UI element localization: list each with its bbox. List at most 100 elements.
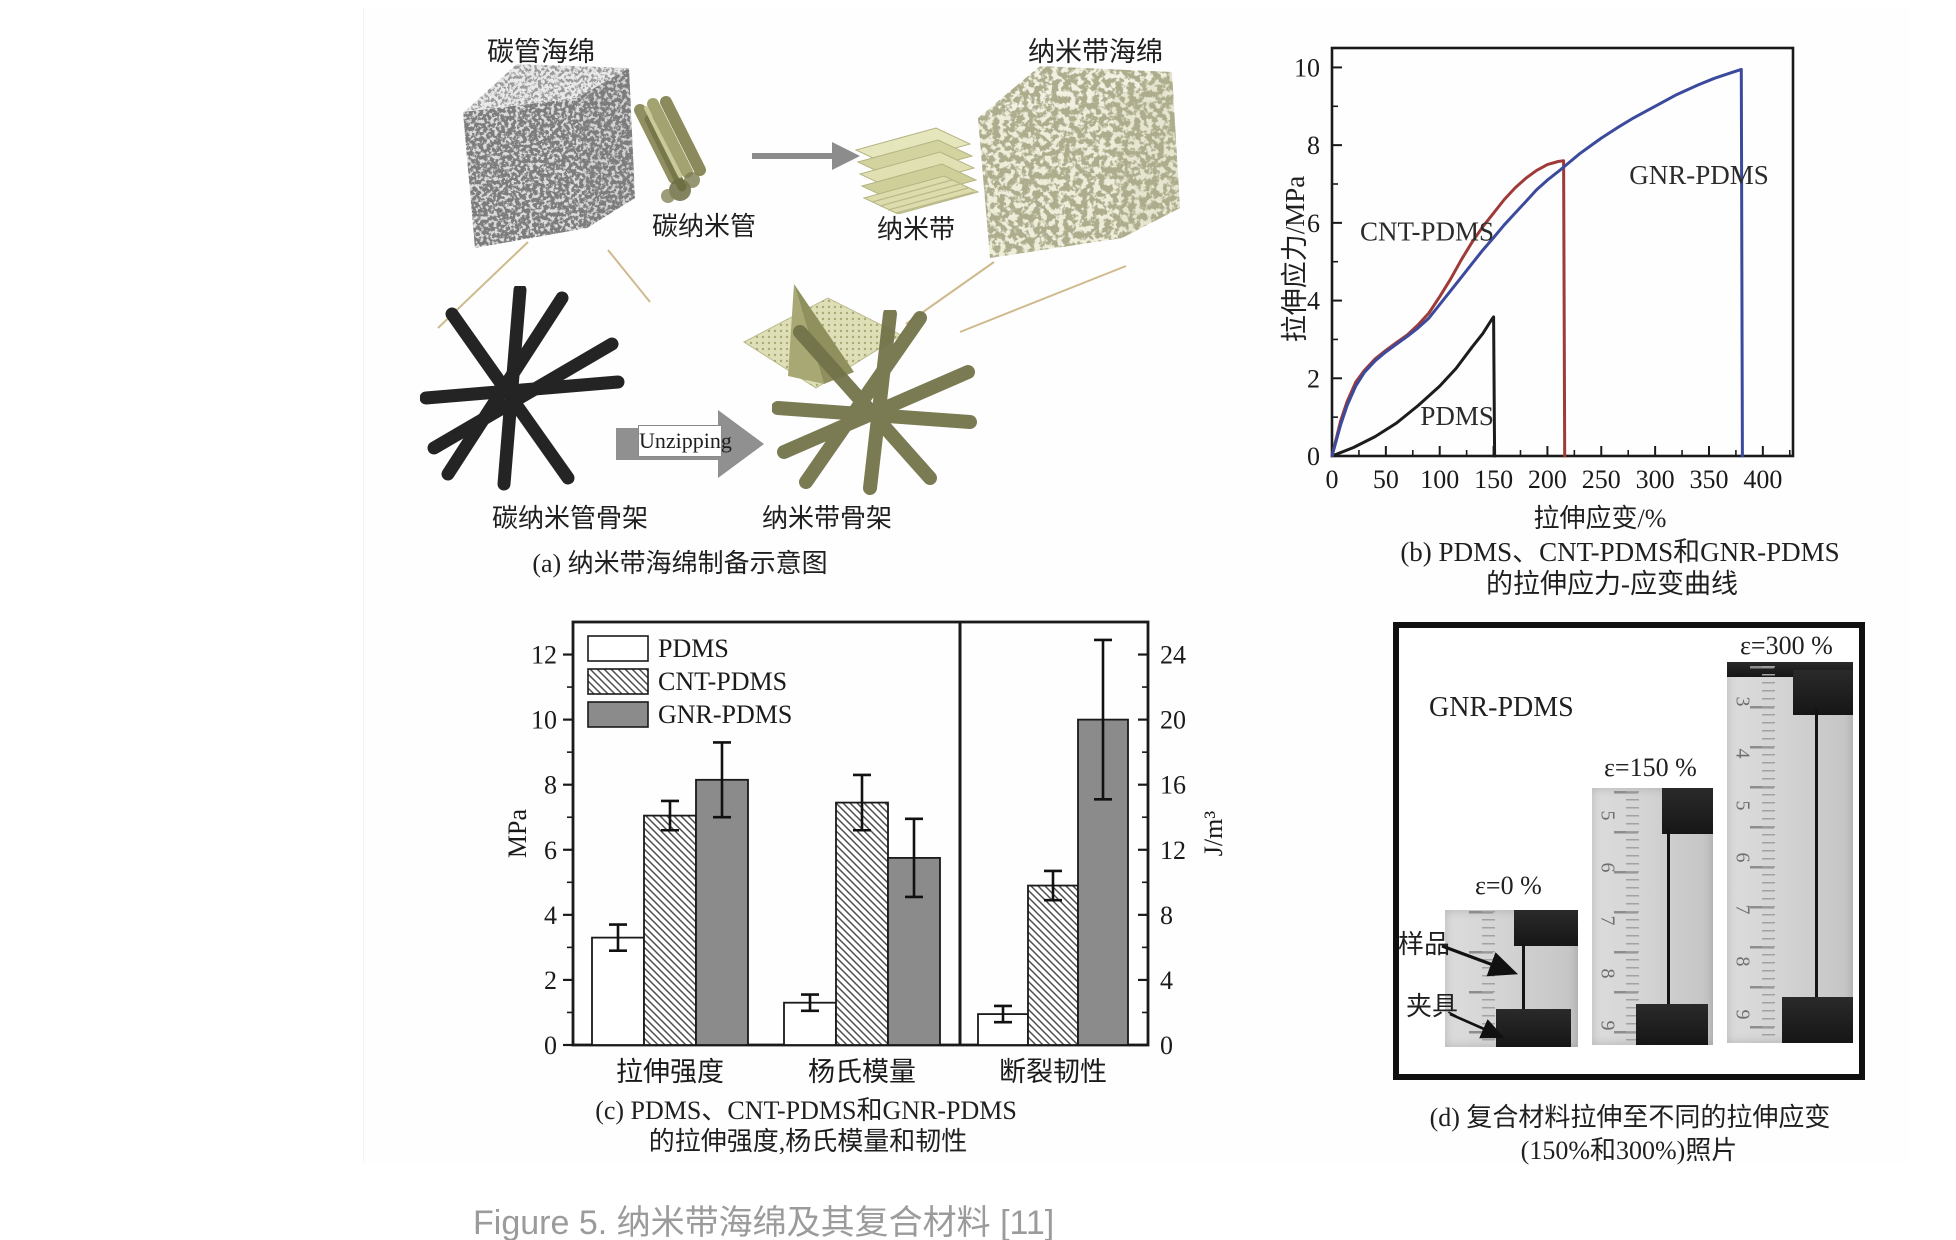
svg-text:GNR-PDMS: GNR-PDMS [1629,160,1769,190]
gnr-sponge-cube-illustration [978,66,1180,258]
ruler-number: 7 [1596,915,1619,926]
svg-text:8: 8 [1160,901,1173,930]
top-clamp [1514,910,1578,946]
svg-text:100: 100 [1420,465,1459,494]
svg-text:300: 300 [1636,465,1675,494]
ruler-minor-ticks [1762,665,1776,1040]
svg-text:150: 150 [1474,465,1513,494]
svg-text:2: 2 [544,966,557,995]
bottom-clamp [1495,1008,1572,1047]
carbon-nanotube-icon [634,96,706,203]
svg-text:6: 6 [544,836,557,865]
label-cnt-sponge: 碳管海绵 [487,37,595,67]
bottom-clamp [1782,997,1853,1043]
panel-a-caption: (a) 纳米带海绵制备示意图 [532,549,828,578]
svg-text:350: 350 [1689,465,1728,494]
ruler-minor-ticks [1625,790,1639,1043]
ruler-number: 8 [1731,956,1754,967]
svg-text:250: 250 [1582,465,1621,494]
svg-text:MPa: MPa [503,808,532,858]
strain-label-300: ε=300 % [1740,631,1833,660]
nanoribbon-stack-icon [854,127,980,214]
stress-strain-plot: 0 50 100 150 200 250 300 350 400 0 2 4 6 8 10 CNT-PDMS G… [1294,46,1795,494]
gnr-skeleton-illustration [772,310,977,495]
ruler-number: 9 [1731,1009,1754,1020]
mechanical-properties-bar-chart: 0 2 4 6 8 10 12 0 4 8 12 16 20 24 MPa J/m³ 拉伸强度 杨氏模量 断裂韧性 P… [500,600,1260,1100]
ruler-number: 7 [1731,904,1754,915]
svg-text:断裂韧性: 断裂韧性 [999,1057,1107,1087]
svg-text:0: 0 [1160,1031,1173,1060]
svg-text:16: 16 [1160,771,1186,800]
svg-text:0: 0 [1307,442,1320,471]
panel-d-material-label: GNR-PDMS [1429,692,1574,723]
svg-text:2: 2 [1307,364,1320,393]
svg-text:10: 10 [531,706,557,735]
unzipping-label: Unzipping [638,425,732,457]
sample-strip [1815,707,1819,1005]
svg-text:10: 10 [1294,53,1320,82]
label-cnt: 碳纳米管 [652,212,757,241]
svg-text:0: 0 [1326,465,1339,494]
ruler-minor-ticks [1482,911,1496,1046]
svg-text:12: 12 [531,641,557,670]
label-cnt-skeleton: 碳纳米管骨架 [492,504,649,533]
panel-c-caption-line1: (c) PDMS、CNT-PDMS和GNR-PDMS [595,1096,1017,1125]
photo-strain-300: 3 4 5 6 7 8 9 [1727,662,1853,1043]
svg-text:0: 0 [544,1031,557,1060]
x-axis-label-strain: 拉伸应变/% [1533,504,1667,533]
ruler-number: 5 [1731,800,1754,811]
annotation-arrows [1441,944,1518,1039]
svg-text:杨氏模量: 杨氏模量 [808,1057,916,1087]
svg-text:PDMS: PDMS [658,634,729,663]
panel-b-caption-line1: (b) PDMS、CNT-PDMS和GNR-PDMS [1400,537,1840,567]
svg-text:J/m³: J/m³ [1199,811,1228,857]
strain-label-150: ε=150 % [1604,753,1697,782]
ruler-number: 4 [1731,748,1754,759]
arrow-right-icon [752,142,860,170]
svg-text:400: 400 [1743,465,1782,494]
y-axis-label-stress: 拉伸应力/MPa [1280,175,1310,343]
sample-annotation-label: 样品 [1398,930,1451,959]
ruler-number: 6 [1596,862,1619,873]
ruler-number: 5 [1596,810,1619,821]
figure-caption: Figure 5. 纳米带海绵及其复合材料 [11] [473,1204,1055,1240]
svg-text:200: 200 [1528,465,1567,494]
ruler-number: 8 [1596,968,1619,979]
panel-b-caption-line2: 的拉伸应力-应变曲线 [1486,569,1738,599]
panel-d-caption-line2: (150%和300%)照片 [1520,1136,1738,1165]
cnt-skeleton-illustration [420,286,625,491]
svg-text:CNT-PDMS: CNT-PDMS [658,667,787,696]
svg-text:24: 24 [1160,641,1186,670]
label-gnr-sponge: 纳米带海绵 [1028,37,1163,67]
photo-strain-0 [1445,910,1578,1047]
svg-text:12: 12 [1160,836,1186,865]
photo-strain-150: 5 6 7 8 9 [1592,788,1713,1045]
label-gnr-skeleton: 纳米带骨架 [762,504,893,533]
cnt-sponge-cube-illustration [463,64,635,248]
panel-c-caption-line2: 的拉伸强度,杨氏模量和韧性 [648,1127,968,1156]
svg-text:4: 4 [1307,287,1320,316]
ruler-number: 3 [1731,696,1754,707]
stress-strain-chart: 0 50 100 150 200 250 300 350 400 0 2 4 6 8 10 CNT-PDMS G… [1270,30,1830,500]
top-clamp [1662,788,1713,835]
svg-text:GNR-PDMS: GNR-PDMS [658,700,792,729]
clamp-annotation-label: 夹具 [1406,992,1459,1021]
svg-text:8: 8 [1307,131,1320,160]
svg-text:CNT-PDMS: CNT-PDMS [1360,216,1494,246]
svg-text:拉伸强度: 拉伸强度 [616,1057,724,1087]
top-clamp [1792,669,1853,716]
sample-strip [1522,942,1526,1012]
panel-d-caption-line1: (d) 复合材料拉伸至不同的拉伸应变 [1429,1103,1831,1132]
svg-text:PDMS: PDMS [1420,401,1494,431]
svg-text:20: 20 [1160,706,1186,735]
ruler-number: 9 [1596,1020,1619,1031]
svg-text:4: 4 [544,901,557,930]
bottom-clamp [1635,1003,1709,1045]
svg-text:8: 8 [544,771,557,800]
label-nanoribbon: 纳米带 [877,215,956,244]
sample-strip [1667,829,1671,1009]
svg-text:4: 4 [1160,966,1173,995]
svg-text:50: 50 [1373,465,1399,494]
svg-text:6: 6 [1307,209,1320,238]
